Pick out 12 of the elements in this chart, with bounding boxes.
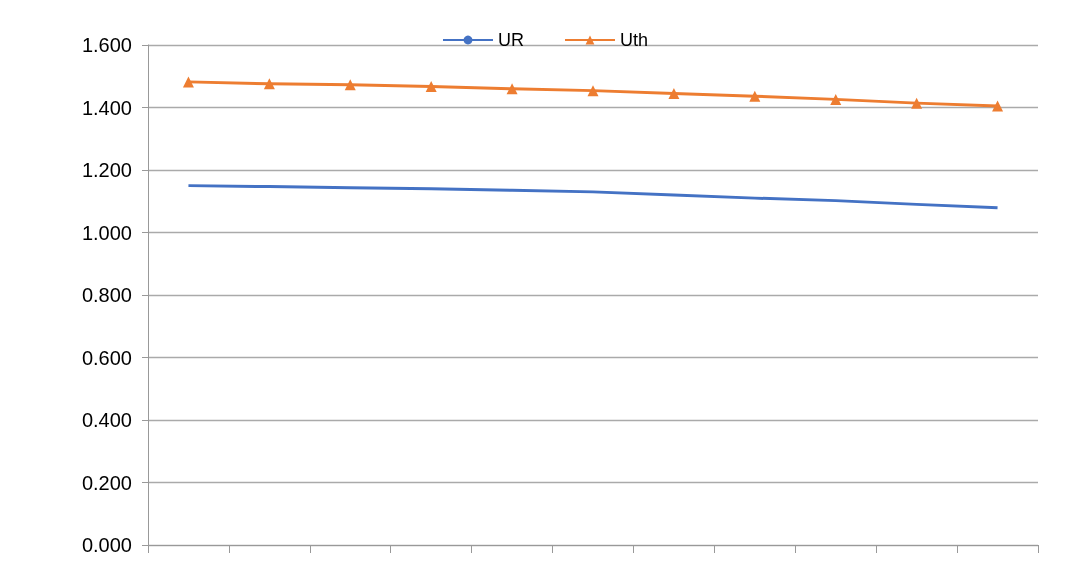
y-tick-label: 0.000 [81,534,132,556]
legend-label: UR [498,30,524,50]
legend-label: Uth [619,30,649,50]
y-tick-label: 1.000 [81,221,132,244]
y-tick-label: 1.200 [81,159,132,181]
y-tick-label: 0.200 [81,471,132,494]
y-tick-label: 1.600 [81,34,132,56]
y-tick-label: 0.800 [81,284,132,306]
y-tick-label: 0.600 [81,346,132,369]
y-tick-label: 0.400 [81,409,132,431]
line-series [186,184,1000,210]
y-tick-label: 1.400 [81,96,132,119]
